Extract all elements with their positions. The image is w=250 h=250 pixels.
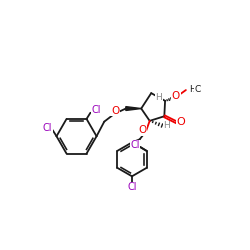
Text: H: H [156,93,162,102]
Text: O: O [176,118,185,128]
Text: Cl: Cl [127,182,137,192]
Text: O: O [111,106,119,116]
Text: O: O [139,125,147,135]
Text: H: H [163,121,170,130]
Text: Cl: Cl [130,140,140,150]
Text: O: O [172,91,180,101]
Text: H: H [189,85,196,94]
Text: C: C [194,85,200,94]
Text: Cl: Cl [42,123,52,133]
Text: Cl: Cl [91,106,101,116]
Text: 3: 3 [192,88,196,93]
Polygon shape [126,106,141,110]
